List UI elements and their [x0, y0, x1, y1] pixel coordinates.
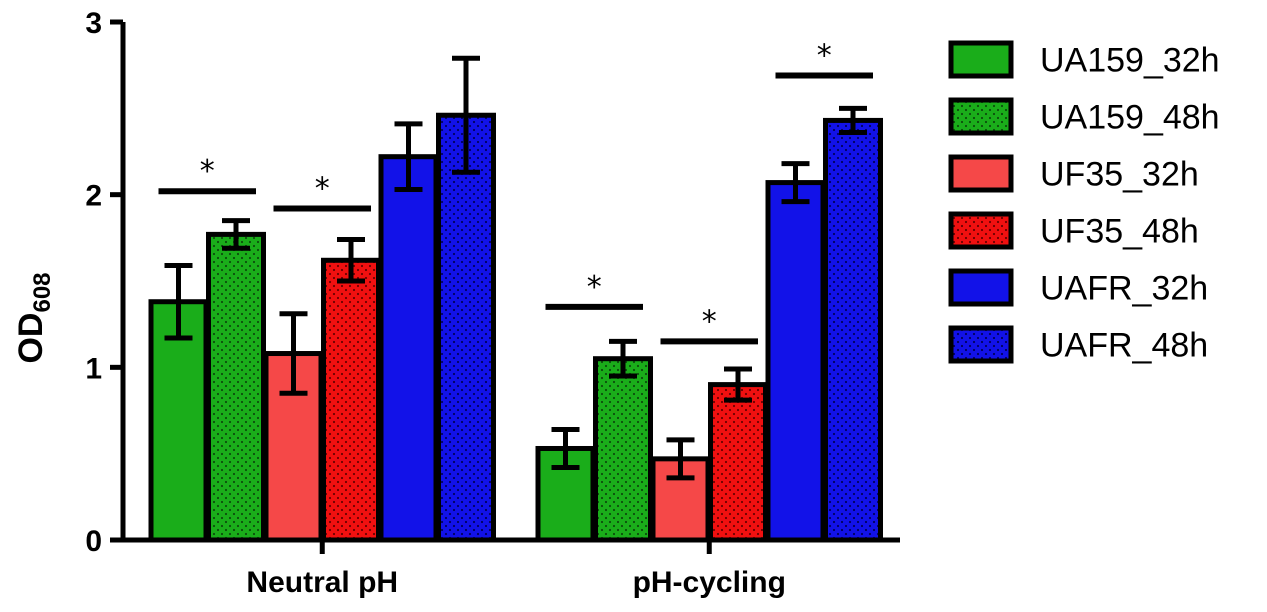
significance-star-2: * [315, 171, 330, 206]
legend-label-uf35-48h: UF35_48h [1040, 213, 1199, 251]
legend-label-uafr-32h: UAFR_32h [1040, 270, 1208, 308]
bars-layer [148, 112, 883, 543]
bar-neutral-ph-uf35-48h [321, 257, 381, 543]
y-axis-label-subscript: 608 [29, 272, 56, 312]
legend-label-uafr-48h: UAFR_48h [1040, 327, 1208, 365]
bar-neutral-ph-uafr-48h [436, 112, 496, 543]
legend-swatch-uf35-32h [948, 154, 1014, 193]
bar-neutral-ph-ua159-48h [206, 231, 266, 543]
legend-label-uf35-32h: UF35_32h [1040, 156, 1199, 194]
y-axis-label: OD608 [12, 272, 56, 363]
y-tick-label-2: 2 [85, 180, 102, 213]
y-axis-label-main: OD [12, 313, 50, 364]
bar-ph-cycling-uf35-48h [708, 382, 768, 543]
significance-star-3: * [587, 270, 602, 305]
significance-star-1: * [200, 154, 215, 189]
x-category-label-ph-cycling: pH-cycling [633, 566, 786, 599]
legend-swatch-uafr-48h [948, 325, 1014, 364]
y-tick-label-1: 1 [85, 352, 102, 385]
bar-ph-cycling-ua159-48h [593, 356, 653, 543]
legend-label-ua159-32h: UA159_32h [1040, 42, 1220, 80]
bar-ph-cycling-uafr-48h [823, 117, 883, 543]
y-tick-label-0: 0 [85, 525, 102, 558]
legend-swatch-uafr-32h [948, 268, 1014, 307]
y-ticks-layer: 0 1 2 3 [85, 7, 123, 558]
x-categories-layer: Neutral pH pH-cycling [246, 540, 786, 599]
x-category-label-neutral-ph: Neutral pH [246, 566, 398, 599]
legend-swatch-ua159-48h [948, 97, 1014, 136]
significance-star-5: * [817, 39, 832, 74]
y-tick-label-3: 3 [85, 7, 102, 40]
legend-swatch-ua159-32h [948, 40, 1014, 79]
significance-layer: * * * * * [158, 39, 873, 345]
error-bars-layer [164, 55, 867, 481]
legend-label-ua159-48h: UA159_48h [1040, 99, 1220, 137]
legend-swatch-uf35-48h [948, 211, 1014, 250]
significance-star-4: * [702, 304, 717, 339]
bar-neutral-ph-uafr-32h [378, 154, 439, 543]
legend: UA159_32h UA159_48h UF35_32h UF35_48h UAFR_3… [948, 40, 1220, 365]
bar-ph-cycling-uafr-32h [765, 180, 826, 543]
